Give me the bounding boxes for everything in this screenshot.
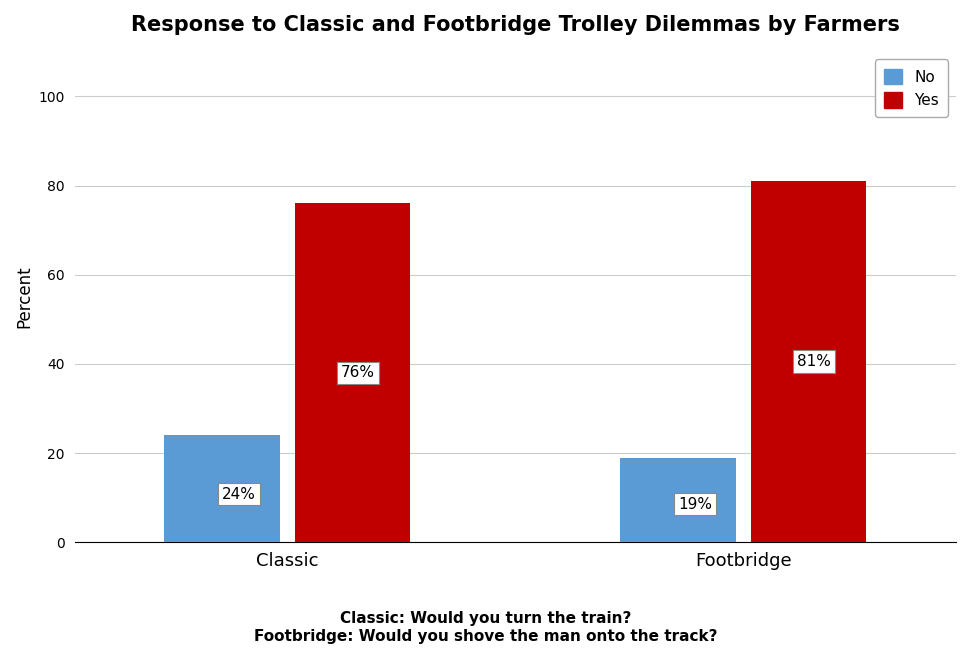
Bar bbox=[620, 458, 736, 542]
Text: Classic: Would you turn the train?
Footbridge: Would you shove the man onto the : Classic: Would you turn the train? Footb… bbox=[253, 611, 718, 644]
Bar bbox=[751, 181, 866, 542]
Title: Response to Classic and Footbridge Trolley Dilemmas by Farmers: Response to Classic and Footbridge Troll… bbox=[131, 15, 900, 35]
Bar bbox=[164, 436, 280, 542]
Legend: No, Yes: No, Yes bbox=[875, 59, 949, 118]
Y-axis label: Percent: Percent bbox=[15, 266, 33, 328]
Text: 24%: 24% bbox=[222, 487, 256, 502]
Bar bbox=[295, 203, 411, 542]
Text: 19%: 19% bbox=[678, 497, 712, 512]
Text: 81%: 81% bbox=[797, 354, 831, 369]
Text: 76%: 76% bbox=[341, 365, 375, 380]
